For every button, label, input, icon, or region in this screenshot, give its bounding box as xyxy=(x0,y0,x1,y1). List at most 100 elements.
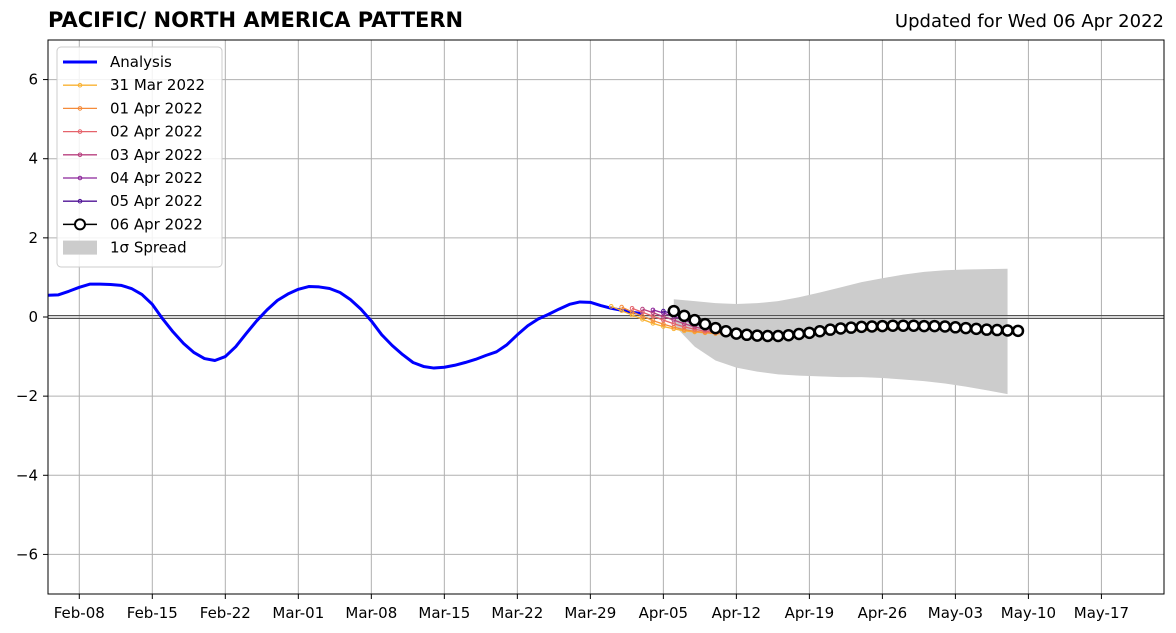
x-tick-label: Mar-08 xyxy=(345,604,397,622)
x-tick-label: Apr-26 xyxy=(858,604,908,622)
y-tick-label: −4 xyxy=(16,466,38,484)
forecast-point xyxy=(886,319,900,332)
forecast-point xyxy=(897,319,910,332)
forecast-point xyxy=(949,321,962,334)
forecast-point xyxy=(688,313,701,327)
forecast-point xyxy=(1001,324,1014,337)
legend-marker xyxy=(77,129,83,134)
forecast-point xyxy=(677,309,691,323)
forecast-point xyxy=(823,323,837,336)
legend-item: 1σ Spread xyxy=(63,239,187,257)
legend-label: 01 Apr 2022 xyxy=(110,99,203,117)
legend-label: 03 Apr 2022 xyxy=(110,146,203,164)
forecast-point xyxy=(750,329,764,342)
x-tick-label: Feb-15 xyxy=(127,604,178,622)
axes: Feb-08 Feb-15 Feb-22 Mar-01 Mar-08 Mar-15 Mar-… xyxy=(16,71,1129,622)
forecast-point xyxy=(990,323,1004,337)
forecast-point xyxy=(640,306,645,312)
legend-label: 06 Apr 2022 xyxy=(110,215,203,233)
x-tick-label: Mar-29 xyxy=(564,604,616,622)
forecast-point xyxy=(980,323,993,336)
chart-subtitle: Updated for Wed 06 Apr 2022 xyxy=(894,11,1164,32)
forecast-point xyxy=(844,321,858,334)
series-layer xyxy=(47,282,1025,370)
x-tick-label: Feb-08 xyxy=(54,604,105,622)
x-tick-label: May-10 xyxy=(1001,604,1056,622)
forecast-point xyxy=(959,321,973,335)
legend-label: 02 Apr 2022 xyxy=(110,123,203,141)
forecast-point xyxy=(917,319,931,333)
forecast-point xyxy=(681,327,687,332)
y-tick-label: −2 xyxy=(16,387,38,405)
forecast-point xyxy=(667,304,681,318)
legend-marker xyxy=(77,175,83,181)
y-tick-label: 4 xyxy=(28,150,38,168)
forecast-point xyxy=(813,324,827,338)
forecast-point xyxy=(619,304,624,310)
forecast-point xyxy=(650,310,656,315)
forecast-point xyxy=(928,319,941,333)
forecast-point xyxy=(719,324,733,338)
forecast-point xyxy=(629,305,635,311)
legend-marker xyxy=(77,198,83,204)
x-tick-label: Feb-22 xyxy=(200,604,251,622)
forecast-point xyxy=(1011,324,1025,338)
forecast-point xyxy=(970,322,983,336)
legend-label: 04 Apr 2022 xyxy=(110,169,203,187)
y-tick-label: 6 xyxy=(28,71,38,89)
legend-item: Analysis xyxy=(63,53,172,71)
y-tick-label: 0 xyxy=(28,308,38,326)
legend-item: 05 Apr 2022 xyxy=(63,192,203,210)
forecast-point xyxy=(730,327,743,340)
grid xyxy=(48,40,1164,594)
legend-item: 02 Apr 2022 xyxy=(63,123,203,141)
x-tick-label: May-17 xyxy=(1074,604,1129,622)
y-tick-label: −6 xyxy=(16,545,38,563)
legend-item: 06 Apr 2022 xyxy=(63,215,203,233)
legend-box xyxy=(56,46,223,268)
x-tick-label: Mar-22 xyxy=(491,604,543,622)
legend-item: 04 Apr 2022 xyxy=(63,169,203,187)
x-tick-label: May-03 xyxy=(928,604,983,622)
legend-item: 03 Apr 2022 xyxy=(63,146,203,164)
forecast-series xyxy=(667,304,1025,343)
forecast-point xyxy=(650,307,656,313)
forecast-point xyxy=(709,321,722,335)
legend-item: 31 Mar 2022 xyxy=(63,76,205,94)
legend-marker xyxy=(77,106,83,111)
forecast-point xyxy=(803,326,816,340)
forecast-point xyxy=(876,319,889,333)
forecast-point xyxy=(855,320,868,334)
legend-label: 05 Apr 2022 xyxy=(110,192,203,210)
forecast-point xyxy=(771,329,785,343)
legend-marker xyxy=(74,218,86,231)
legend-marker xyxy=(77,82,83,88)
forecast-point xyxy=(782,328,795,342)
forecast-point xyxy=(792,327,806,341)
forecast-point xyxy=(907,319,920,332)
forecast-point xyxy=(650,321,656,326)
forecast-point xyxy=(698,317,712,331)
analysis-line xyxy=(47,282,643,370)
chart-title: PACIFIC/ NORTH AMERICA PATTERN xyxy=(48,8,464,32)
forecast-point xyxy=(938,320,952,333)
legend-swatch xyxy=(63,240,97,255)
legend-marker xyxy=(77,152,83,158)
x-tick-label: Mar-01 xyxy=(272,604,324,622)
y-tick-label: 2 xyxy=(28,229,38,247)
forecast-point xyxy=(834,322,847,335)
forecast-point xyxy=(761,329,774,343)
zero-line-layer xyxy=(48,315,1164,319)
legend-item: 01 Apr 2022 xyxy=(63,99,203,117)
legend-label: Analysis xyxy=(110,53,172,71)
legend-label: 31 Mar 2022 xyxy=(110,76,205,94)
x-tick-label: Mar-15 xyxy=(418,604,470,622)
legend: Analysis 31 Mar 2022 01 Apr 2022 02 Apr 202… xyxy=(56,46,223,268)
forecast-point xyxy=(608,304,614,309)
x-tick-label: Apr-05 xyxy=(639,604,689,622)
x-tick-label: Apr-19 xyxy=(785,604,835,622)
legend-label: 1σ Spread xyxy=(110,239,187,257)
forecast-point xyxy=(661,308,666,314)
forecast-point xyxy=(650,318,656,323)
